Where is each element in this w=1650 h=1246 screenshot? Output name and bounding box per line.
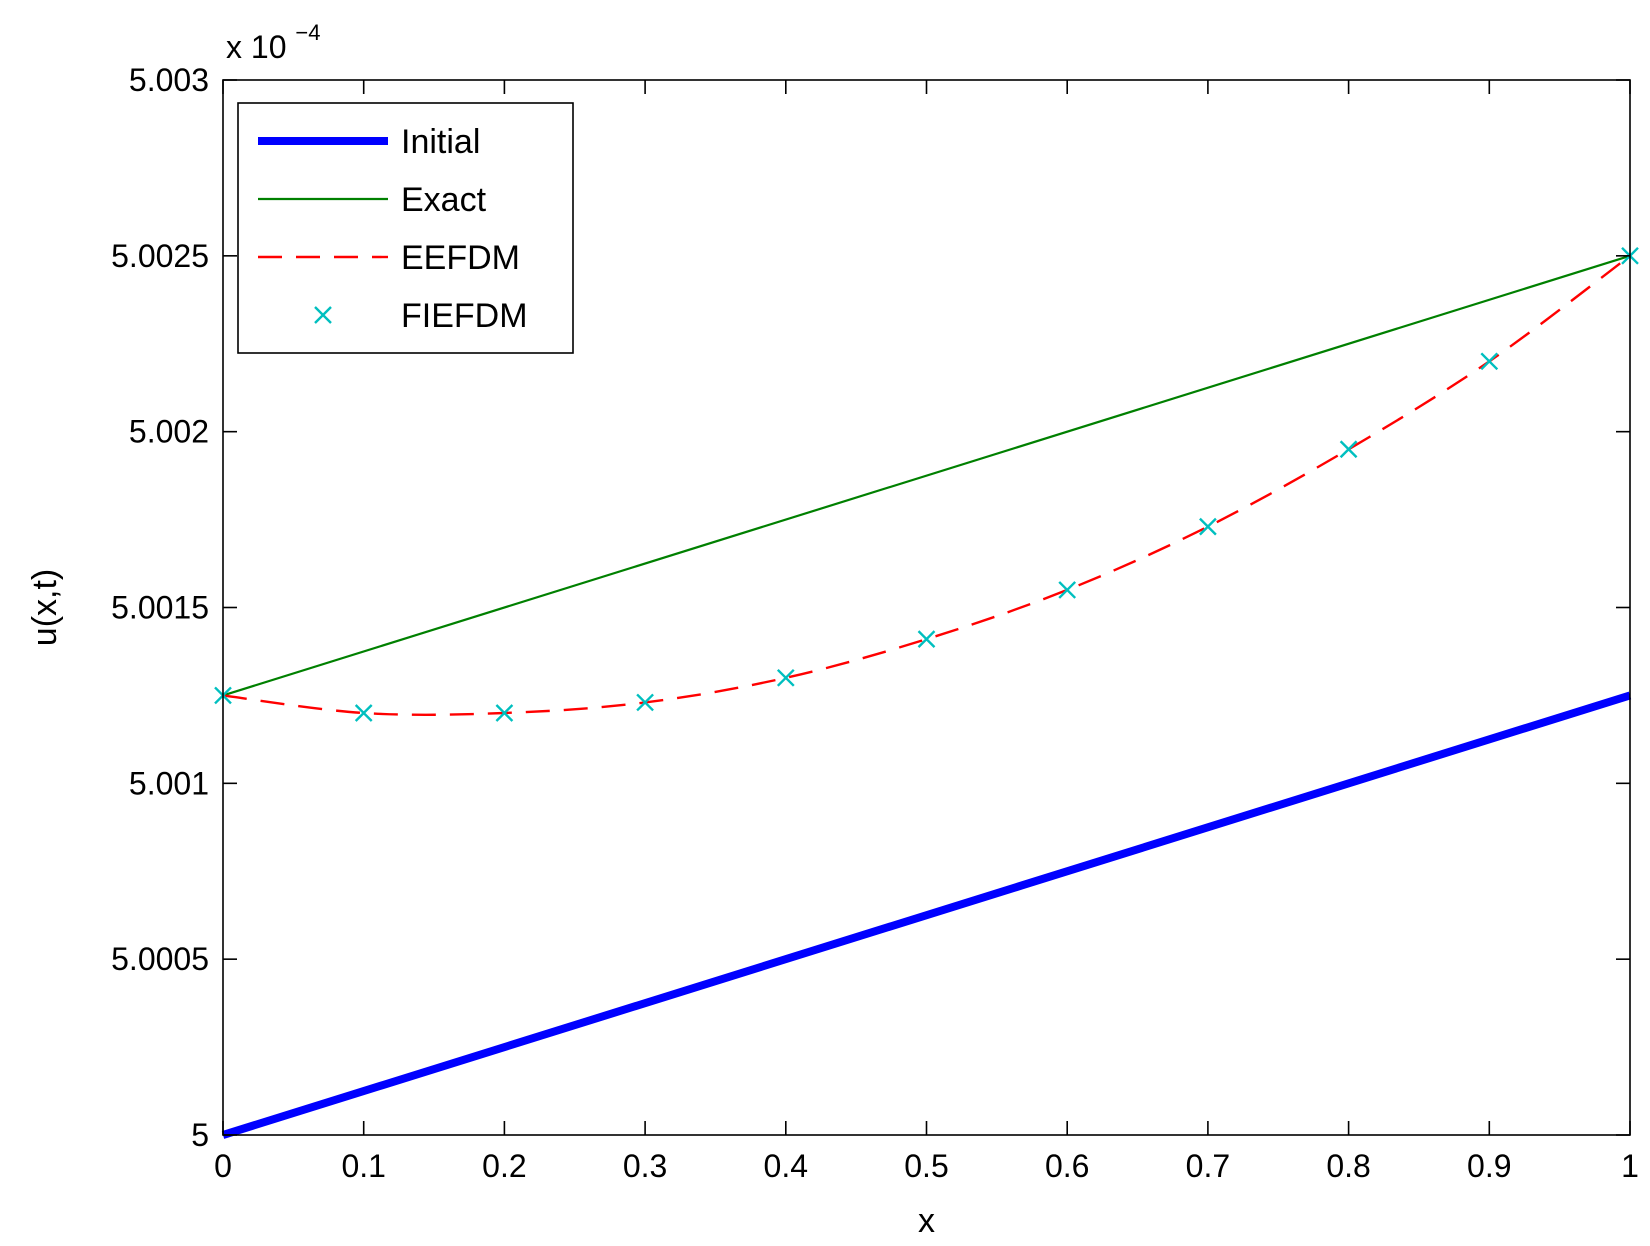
series-fiefdm <box>214 246 1639 722</box>
x-tick-label: 0.2 <box>482 1148 526 1184</box>
series-initial <box>221 691 1632 1139</box>
legend-item-initial: Initial <box>258 123 480 161</box>
series-marker-fiefdm <box>495 704 514 722</box>
series-marker-fiefdm <box>354 704 373 722</box>
x-tick-label: 0.5 <box>904 1148 948 1184</box>
series-marker-fiefdm <box>636 693 654 712</box>
y-axis-label: u(x,t) <box>26 569 64 646</box>
legend-item-exact: Exact <box>258 181 487 219</box>
series-marker-fiefdm <box>1058 581 1077 599</box>
plot-axes-layer: 0 0.1 0.2 0.3 0.4 0.5 0.6 0.7 0.8 0.9 1 5 5.0005 5.00… <box>111 62 1639 1184</box>
series-line-exact <box>222 254 1631 697</box>
x-tick-label: 0.7 <box>1186 1148 1230 1184</box>
x-tick-label: 1 <box>1621 1148 1639 1184</box>
x-tick-label: 0.8 <box>1326 1148 1370 1184</box>
series-exact <box>222 254 1631 697</box>
legend-item-fiefdm: FIEFDM <box>314 297 528 335</box>
y-tick-label: 5.0005 <box>111 941 209 977</box>
series-eefdm <box>222 254 1631 716</box>
legend: Initial Exact EEFDM FIEFDM <box>237 102 574 354</box>
x-tick-label: 0.1 <box>341 1148 385 1184</box>
x-tick-label: 0.6 <box>1045 1148 1089 1184</box>
series-marker-fiefdm <box>1199 517 1217 536</box>
x-tick-label: 0.4 <box>764 1148 808 1184</box>
x-tick-label: 0.9 <box>1467 1148 1511 1184</box>
legend-item-eefdm: EEFDM <box>258 239 520 277</box>
legend-swatch-fiefdm <box>314 306 332 324</box>
x-tick-label: 0 <box>214 1148 232 1184</box>
y-tick-label: 5.002 <box>129 414 209 450</box>
series-marker-fiefdm <box>1480 352 1499 371</box>
y-tick-label: 5.001 <box>129 765 209 801</box>
y-axis-exponent-power: −4 <box>295 20 320 45</box>
legend-label-fiefdm: FIEFDM <box>401 297 528 335</box>
x-tick-label: 0.3 <box>623 1148 667 1184</box>
y-axis-exponent-base: x 10 <box>226 29 286 65</box>
series-line-eefdm <box>222 254 1631 716</box>
legend-label-initial: Initial <box>401 123 480 161</box>
plot-series-layer <box>214 246 1639 1139</box>
x-axis-label: x <box>918 1202 935 1240</box>
series-line-initial <box>221 691 1632 1139</box>
series-marker-fiefdm <box>1339 440 1358 459</box>
series-marker-fiefdm <box>776 668 795 687</box>
legend-label-eefdm: EEFDM <box>401 239 520 277</box>
y-tick-label: 5.0025 <box>111 238 209 274</box>
y-tick-label: 5.0015 <box>111 590 209 626</box>
legend-label-exact: Exact <box>401 181 487 219</box>
y-tick-label: 5.003 <box>129 62 209 98</box>
y-axis-exponent-label: x 10 −4 <box>226 20 320 65</box>
series-marker-fiefdm <box>917 630 936 648</box>
y-tick-label: 5 <box>191 1117 209 1153</box>
